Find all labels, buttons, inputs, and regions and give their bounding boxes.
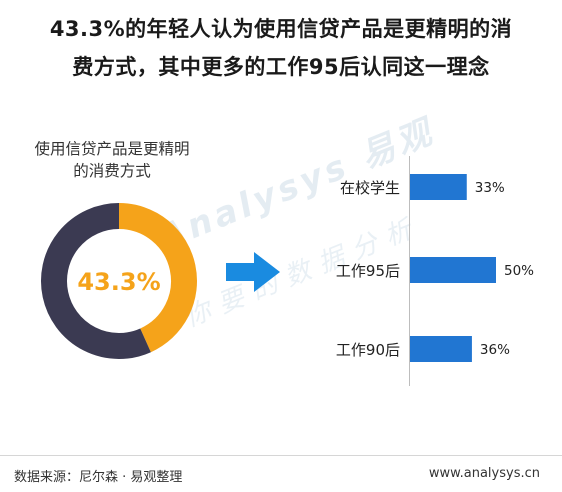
donut-caption: 使用信贷产品是更精明 的消费方式 xyxy=(12,138,212,182)
donut-center-label: 43.3% xyxy=(77,268,160,296)
chart-title: 43.3%的年轻人认为使用信贷产品是更精明的消 费方式，其中更多的工作95后认同… xyxy=(0,10,562,86)
website-url[interactable]: www.analysys.cn xyxy=(428,466,540,481)
data-source: 数据来源：尼尔森 · 易观整理 xyxy=(14,470,183,485)
donut-slice-rest xyxy=(41,203,151,359)
bar-value-label: 36% xyxy=(480,342,510,358)
donut-slice-value xyxy=(118,203,197,353)
vertical-divider xyxy=(409,156,410,386)
donut-caption-line-2: 的消费方式 xyxy=(73,162,151,180)
title-line-1: 43.3%的年轻人认为使用信贷产品是更精明的消 xyxy=(49,17,513,41)
bar-category-label: 在校学生 xyxy=(340,179,400,197)
footer-divider xyxy=(0,455,562,456)
arrow-shape xyxy=(226,252,280,292)
bar xyxy=(410,174,467,200)
bar xyxy=(410,336,472,362)
right-arrow-icon xyxy=(226,252,280,292)
bar-chart: 在校学生 33% 工作95后 50% 工作90后 36% xyxy=(336,174,534,362)
donut-chart: 43.3% xyxy=(41,203,197,359)
bar xyxy=(410,257,496,283)
bar-value-label: 50% xyxy=(504,263,534,279)
bar-value-label: 33% xyxy=(475,180,505,196)
title-line-2: 费方式，其中更多的工作95后认同这一理念 xyxy=(72,55,490,79)
bar-category-label: 工作90后 xyxy=(336,341,400,359)
donut-caption-line-1: 使用信贷产品是更精明 xyxy=(34,140,190,158)
bar-category-label: 工作95后 xyxy=(336,262,400,280)
